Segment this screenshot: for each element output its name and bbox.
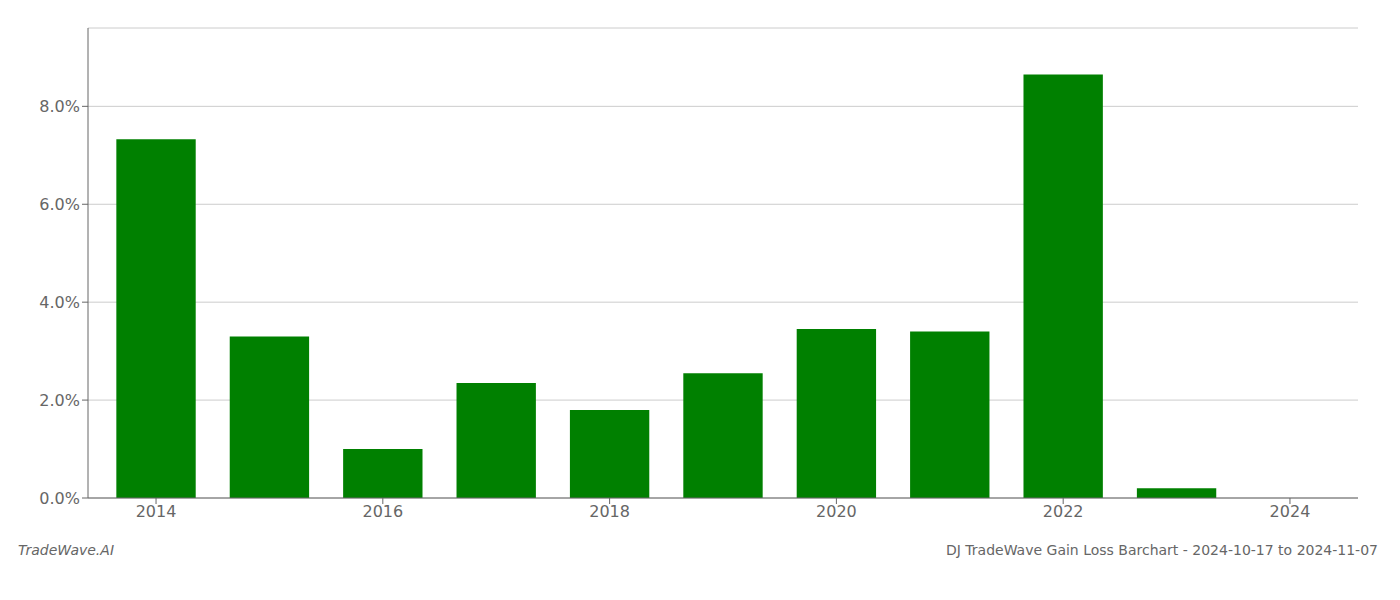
- html-text:DJ TradeWave Gain Loss Barchar: DJ TradeWave Gain Loss Barchart - 2024-1…: [946, 542, 1378, 558]
- svg-text:2022: 2022: [1043, 502, 1084, 521]
- svg-text:6.0%: 6.0%: [39, 195, 80, 214]
- svg-text:2024: 2024: [1270, 502, 1311, 521]
- svg-text:2018: 2018: [589, 502, 630, 521]
- html-text:TradeWave.AI: TradeWave.AI: [18, 542, 114, 558]
- svg-text:2.0%: 2.0%: [39, 391, 80, 410]
- svg-text:4.0%: 4.0%: [39, 293, 80, 312]
- svg-text:2014: 2014: [136, 502, 177, 521]
- svg-text:0.0%: 0.0%: [39, 489, 80, 508]
- svg-text:8.0%: 8.0%: [39, 97, 80, 116]
- svg-text:2020: 2020: [816, 502, 857, 521]
- svg-text:2016: 2016: [362, 502, 403, 521]
